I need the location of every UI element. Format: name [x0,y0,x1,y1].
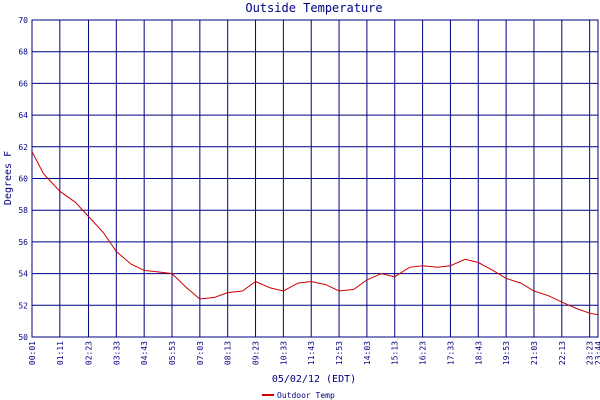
y-tick-label: 58 [18,206,28,215]
x-tick-label: 23:44 [594,341,600,365]
y-tick-label: 64 [18,111,28,120]
grid-lines [31,19,599,338]
x-tick-label: 23:23 [586,341,595,365]
x-tick-label: 01:11 [56,341,65,365]
y-tick-label: 54 [18,270,28,279]
y-axis-label: Degrees F [3,151,14,205]
y-tick-label: 56 [18,238,28,247]
y-tick-label: 66 [18,79,28,88]
x-tick-label: 10:33 [279,341,288,365]
x-axis-label: 05/02/12 (EDT) [272,374,356,385]
x-tick-label: 03:33 [112,341,121,365]
y-tick-label: 70 [18,16,28,25]
x-tick-label: 07:03 [196,341,205,365]
legend: Outdoor Temp [262,391,335,400]
x-tick-label: 00:01 [28,341,37,365]
y-axis-ticks: 50 52 54 56 58 60 62 64 66 68 70 [18,16,28,342]
x-tick-label: 21:03 [530,341,539,365]
plot-frame [31,19,599,338]
chart-title: Outside Temperature [245,1,382,15]
x-tick-label: 08:13 [224,341,233,365]
x-tick-label: 22:13 [558,341,567,365]
x-tick-label: 14:03 [363,341,372,365]
x-tick-label: 16:23 [419,341,428,365]
y-tick-label: 52 [18,301,28,310]
x-tick-label: 19:53 [502,341,511,365]
x-tick-label: 12:53 [335,341,344,365]
y-tick-label: 50 [18,333,28,342]
x-tick-label: 04:43 [140,341,149,365]
x-tick-label: 18:43 [474,341,483,365]
y-tick-label: 60 [18,175,28,184]
y-tick-label: 68 [18,48,28,57]
x-tick-label: 11:43 [307,341,316,365]
x-axis-ticks: 00:01 01:11 02:23 03:33 04:43 05:53 07:03 08:13… [28,341,600,365]
x-tick-label: 02:23 [84,341,93,365]
x-tick-label: 09:23 [252,341,261,365]
x-tick-label: 15:13 [391,341,400,365]
series-line-outdoor-temp [31,151,599,316]
legend-label-outdoor-temp: Outdoor Temp [277,391,335,400]
x-tick-label: 05:53 [168,341,177,365]
x-tick-label: 17:33 [446,341,455,365]
y-tick-label: 62 [18,143,28,152]
